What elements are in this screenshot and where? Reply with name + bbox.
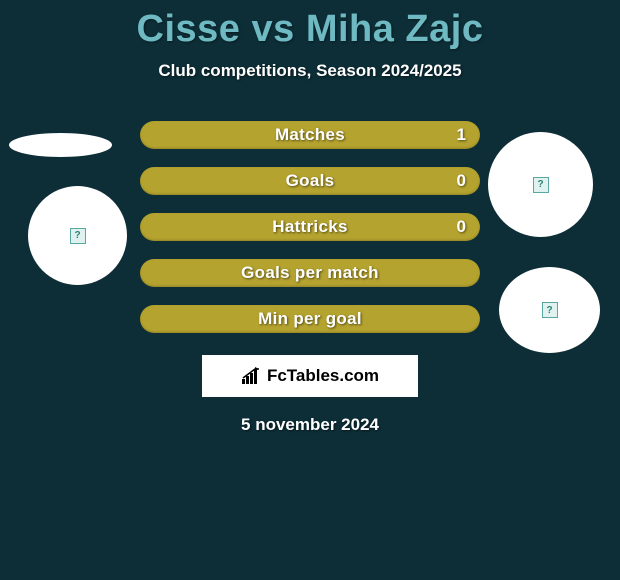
page-subtitle: Club competitions, Season 2024/2025 xyxy=(0,61,620,81)
page-title: Cisse vs Miha Zajc xyxy=(0,8,620,51)
stat-value: 0 xyxy=(457,171,466,191)
stat-label: Matches xyxy=(140,125,480,145)
stat-label: Hattricks xyxy=(140,217,480,237)
player-avatar-left xyxy=(28,186,127,285)
footer-brand-box: FcTables.com xyxy=(202,355,418,397)
bars-icon xyxy=(241,367,263,385)
stat-row-goals: Goals 0 xyxy=(140,167,480,195)
footer-brand-text: FcTables.com xyxy=(267,366,379,386)
stat-value: 0 xyxy=(457,217,466,237)
stat-row-matches: Matches 1 xyxy=(140,121,480,149)
stat-label: Min per goal xyxy=(140,309,480,329)
footer-date: 5 november 2024 xyxy=(0,415,620,435)
player-avatar-right-2 xyxy=(499,267,600,353)
stat-row-min-per-goal: Min per goal xyxy=(140,305,480,333)
placeholder-icon xyxy=(70,228,86,244)
stat-value: 1 xyxy=(457,125,466,145)
placeholder-icon xyxy=(533,177,549,193)
player-avatar-right-1 xyxy=(488,132,593,237)
placeholder-icon xyxy=(542,302,558,318)
stat-label: Goals xyxy=(140,171,480,191)
ellipse-decoration xyxy=(9,133,112,157)
stat-label: Goals per match xyxy=(140,263,480,283)
stat-row-goals-per-match: Goals per match xyxy=(140,259,480,287)
footer-brand: FcTables.com xyxy=(241,366,379,386)
stat-row-hattricks: Hattricks 0 xyxy=(140,213,480,241)
